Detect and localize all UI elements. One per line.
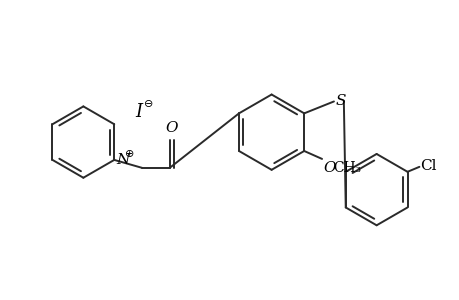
Text: ⊕: ⊕ [125,149,134,159]
Text: O: O [165,121,178,135]
Text: S: S [335,94,346,109]
Text: ⊖: ⊖ [144,99,153,110]
Text: N: N [116,153,129,167]
Text: O: O [322,161,335,175]
Text: Cl: Cl [420,159,436,173]
Text: I: I [135,103,142,122]
Text: CH₃: CH₃ [332,161,360,175]
